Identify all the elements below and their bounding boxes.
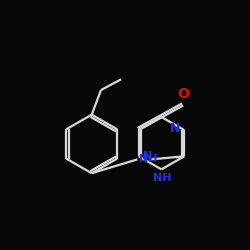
Text: N: N: [142, 151, 152, 161]
Text: NH: NH: [139, 154, 158, 164]
Text: N: N: [170, 122, 180, 135]
Text: O: O: [177, 87, 189, 101]
Text: NH: NH: [153, 173, 172, 183]
